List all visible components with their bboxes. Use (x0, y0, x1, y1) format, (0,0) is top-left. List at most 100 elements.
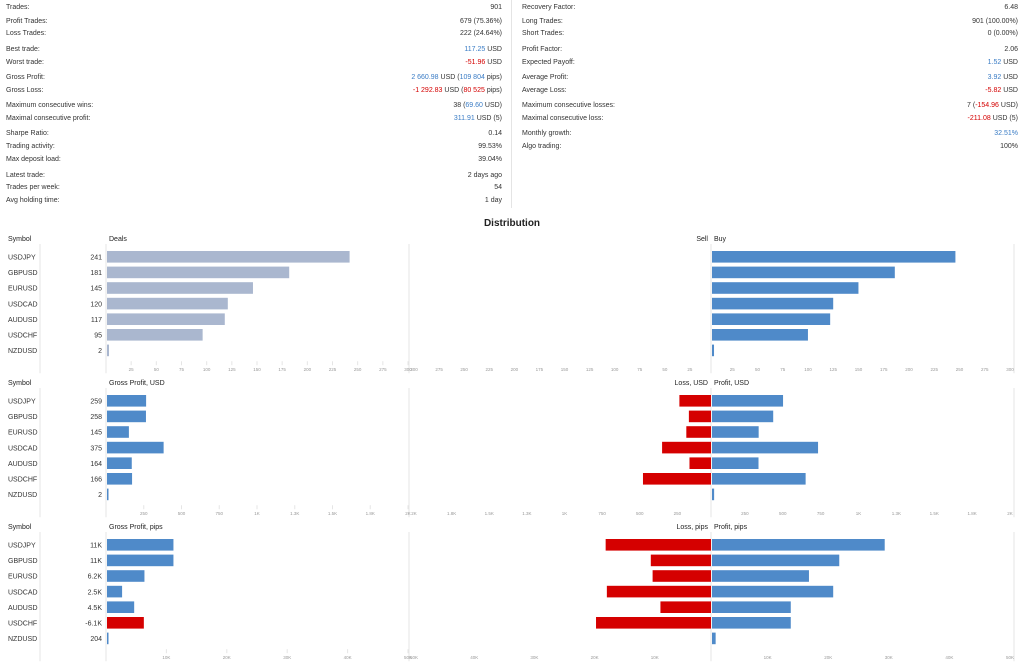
right-negative-tick-label: 250 (674, 511, 682, 516)
left-tick-label: 1.3K (290, 511, 299, 516)
value-label: 166 (90, 477, 102, 484)
right-negative-tick-label: 50K (410, 655, 418, 660)
stat-row-maximal-consecutive-loss: Maximal consecutive loss: -211.08 USD (5) (522, 113, 1018, 125)
left-bar (107, 617, 144, 629)
stat-row-best-trade: Best trade: 117.25 USD (6, 44, 502, 56)
left-bar (107, 554, 174, 567)
right-negative-bar (650, 554, 711, 567)
right-positive-bar (712, 297, 834, 310)
value-label: 120 (90, 301, 102, 308)
stat-row-avg-holding-time: Avg holding time: 1 day (6, 195, 502, 207)
left-bar (107, 251, 350, 263)
right-negative-tick-label: 1.8K (447, 511, 456, 516)
right-positive-bar (712, 426, 759, 438)
right-positive-bar (712, 344, 715, 357)
right-positive-tick-label: 750 (817, 511, 825, 516)
value-label: 204 (90, 636, 102, 643)
left-tick-label: 500 (178, 511, 186, 516)
right-negative-bar (596, 617, 711, 629)
right-negative-tick-label: 20K (591, 655, 599, 660)
right-negative-tick-label: 300 (410, 367, 418, 372)
left-tick-label: 10K (162, 655, 170, 660)
stat-label: Profit Factor: (522, 46, 563, 53)
right-positive-tick-label: 50 (755, 367, 761, 372)
right-negative-tick-label: 125 (586, 367, 594, 372)
stat-label: Trading activity: (6, 143, 55, 150)
left-bar (107, 266, 290, 279)
symbol-label: USDCAD (8, 301, 38, 308)
stat-label: Expected Payoff: (522, 59, 575, 66)
stat-value: 679 (75.36%) (459, 18, 502, 25)
right-positive-bar (712, 601, 791, 613)
right-positive-bar (712, 539, 885, 551)
stat-row-average-loss: Average Loss: -5.82 USD (522, 85, 1018, 97)
left-bar (107, 282, 253, 294)
statistics-divider (511, 0, 512, 208)
right-negative-tick-label: 275 (435, 367, 443, 372)
value-label: 145 (90, 286, 102, 293)
right-positive-bar (712, 395, 784, 407)
stat-row-trading-activity: Trading activity: 99.53% (6, 141, 502, 153)
right-positive-bar (712, 410, 774, 423)
right-negative-bar (642, 473, 711, 485)
stat-label: Profit Trades: (6, 18, 48, 25)
value-label: 164 (90, 461, 102, 468)
stat-row-trades-per-week: Trades per week: 54 (6, 182, 502, 194)
right-positive-tick-label: 1.5K (930, 511, 939, 516)
right-chart-title-negative: Loss, USD (675, 380, 708, 387)
stat-label: Avg holding time: (6, 197, 60, 204)
symbol-label: USDJPY (8, 255, 36, 262)
stat-value: 222 (24.64%) (459, 30, 502, 37)
left-chart-title: Gross Profit, USD (109, 380, 165, 387)
left-tick-label: 750 (215, 511, 223, 516)
stat-label: Sharpe Ratio: (6, 130, 49, 137)
stat-label: Latest trade: (6, 172, 45, 179)
left-tick-label: 250 (140, 511, 148, 516)
right-negative-bar (679, 395, 711, 407)
right-positive-tick-label: 250 (956, 367, 964, 372)
stat-row-average-profit: Average Profit: 3.92 USD (522, 72, 1018, 84)
value-label: 2 (98, 348, 102, 355)
symbol-label: AUDUSD (8, 605, 38, 612)
symbol-header: Symbol (8, 236, 32, 243)
right-positive-bar (712, 457, 759, 469)
symbol-label: GBPUSD (8, 558, 38, 565)
stat-row-monthly-growth: Monthly growth: 32.51% (522, 128, 1018, 140)
stat-value: 32.51% (994, 130, 1018, 137)
stat-value: -5.82 USD (985, 87, 1018, 94)
left-bar (107, 344, 110, 357)
stat-value: 2 660.98 USD (109 804 pips) (411, 74, 502, 81)
right-negative-tick-label: 40K (470, 655, 478, 660)
value-label: 4.5K (88, 605, 103, 612)
stat-row-maximal-consecutive-profit: Maximal consecutive profit: 311.91 USD (5… (6, 113, 502, 125)
right-positive-bar (712, 488, 715, 501)
symbol-label: USDCHF (8, 333, 37, 340)
right-negative-tick-label: 30K (530, 655, 538, 660)
value-label: 2 (98, 492, 102, 499)
right-positive-tick-label: 125 (829, 367, 837, 372)
stat-value: 3.92 USD (987, 74, 1018, 81)
stat-value: 39.04% (478, 156, 502, 163)
stat-label: Maximum consecutive wins: (6, 102, 94, 109)
right-positive-tick-label: 250 (741, 511, 749, 516)
left-tick-label: 75 (179, 367, 185, 372)
left-bar (107, 632, 109, 645)
value-label: 258 (90, 414, 102, 421)
left-tick-label: 25 (129, 367, 135, 372)
right-negative-bar (686, 426, 711, 438)
symbol-label: AUDUSD (8, 461, 38, 468)
symbol-label: USDJPY (8, 399, 36, 406)
right-negative-tick-label: 1K (562, 511, 568, 516)
right-negative-tick-label: 175 (536, 367, 544, 372)
stat-label: Worst trade: (6, 59, 44, 66)
stat-row-profit-factor: Profit Factor: 2.06 (522, 44, 1018, 56)
right-positive-tick-label: 200 (905, 367, 913, 372)
stat-label: Best trade: (6, 46, 40, 53)
left-tick-label: 1K (254, 511, 260, 516)
right-chart-title-negative: Loss, pips (676, 524, 708, 531)
left-tick-label: 250 (354, 367, 362, 372)
right-positive-tick-label: 175 (880, 367, 888, 372)
stat-value: 7 (-154.96 USD) (967, 102, 1018, 109)
right-positive-tick-label: 75 (780, 367, 786, 372)
right-negative-tick-label: 225 (485, 367, 493, 372)
